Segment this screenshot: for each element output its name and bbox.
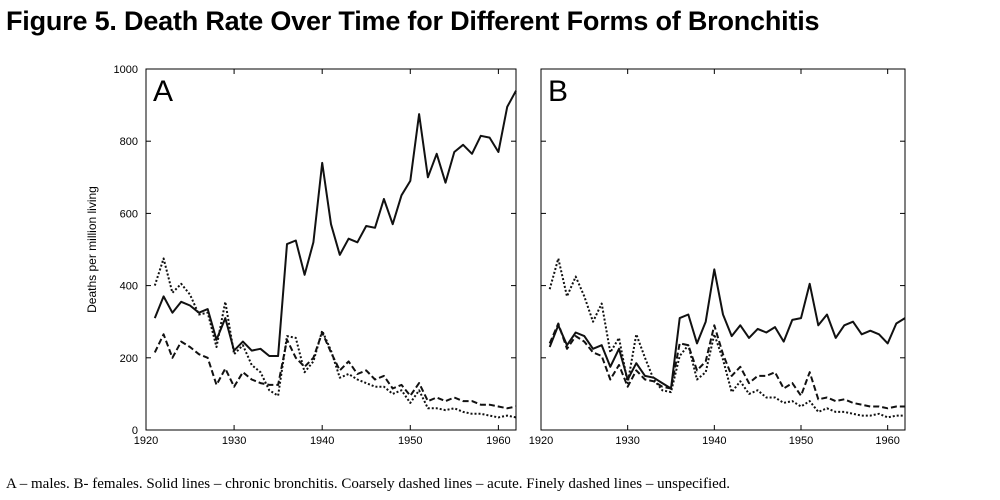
y-axis-label: Deaths per million living xyxy=(85,186,99,313)
series-line-coarse-dashed xyxy=(153,331,517,410)
bronchitis-charts: 1920 1930 1940 1950 1960 0 200 400 600 800 1000 Dea… xyxy=(85,64,906,447)
y-tick-label: 600 xyxy=(120,208,138,220)
series-line-coarse-dashed xyxy=(548,322,905,410)
series-line-solid xyxy=(153,90,517,357)
x-tick-label: 1930 xyxy=(615,435,639,447)
y-tick-label: 1000 xyxy=(114,64,138,76)
series-line-solid xyxy=(548,268,906,390)
panel-label: B xyxy=(548,75,568,108)
y-tick-label: 400 xyxy=(120,281,138,293)
x-tick-label: 1930 xyxy=(222,435,246,447)
y-tick-label: 0 xyxy=(132,425,138,437)
x-tick-label: 1920 xyxy=(529,435,553,447)
x-tick-label: 1940 xyxy=(310,435,334,447)
panel-b: 1920 1930 1940 1950 1960 B xyxy=(529,68,906,447)
panel-a: 1920 1930 1940 1950 1960 0 200 400 600 800 1000 Dea… xyxy=(85,64,517,447)
series-line-fine-dashed xyxy=(548,257,905,419)
y-tick-label: 800 xyxy=(120,136,138,148)
series-line-fine-dashed xyxy=(153,257,517,419)
x-tick-label: 1960 xyxy=(486,435,510,447)
x-tick-label: 1940 xyxy=(702,435,726,447)
x-tick-label: 1950 xyxy=(398,435,422,447)
plot-frame xyxy=(540,68,906,431)
y-tick-label: 200 xyxy=(120,353,138,365)
figure-title: Figure 5. Death Rate Over Time for Diffe… xyxy=(6,6,820,36)
figure-caption: A – males. B- females. Solid lines – chr… xyxy=(6,476,731,492)
x-tick-label: 1920 xyxy=(134,435,158,447)
panel-label: A xyxy=(153,75,173,108)
x-tick-label: 1960 xyxy=(875,435,899,447)
x-tick-label: 1950 xyxy=(789,435,813,447)
plot-frame xyxy=(145,68,517,431)
